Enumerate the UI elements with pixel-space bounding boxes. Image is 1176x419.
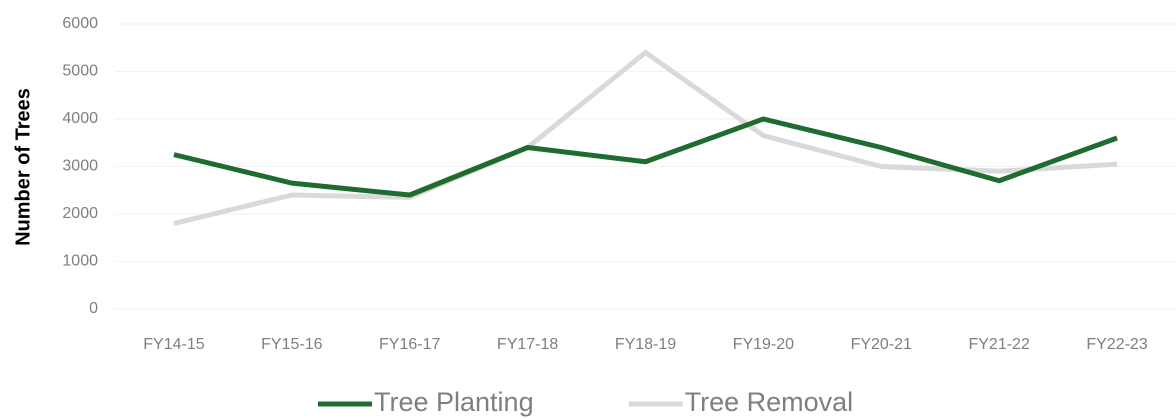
y-tick-label: 1000 (62, 253, 98, 270)
y-tick-label: 0 (89, 300, 98, 317)
series-line (173, 50, 1118, 226)
y-tick-label: 6000 (62, 15, 98, 32)
legend-label: Tree Removal (685, 387, 854, 417)
x-tick-label: FY16-17 (379, 336, 440, 353)
x-tick-label: FY21-22 (968, 336, 1029, 353)
x-tick-label: FY22-23 (1086, 336, 1147, 353)
legend-label: Tree Planting (374, 387, 534, 417)
x-tick-label: FY14-15 (143, 336, 204, 353)
x-tick-label: FY15-16 (261, 336, 322, 353)
y-tick-label: 4000 (62, 110, 98, 127)
y-tick-label: 2000 (62, 205, 98, 222)
y-axis-title: Number of Trees (12, 88, 34, 246)
x-tick-label: FY17-18 (497, 336, 558, 353)
x-tick-label: FY19-20 (733, 336, 794, 353)
y-tick-label: 5000 (62, 63, 98, 80)
x-tick-label: FY20-21 (851, 336, 912, 353)
series-line (173, 116, 1118, 198)
y-tick-label: 3000 (62, 158, 98, 175)
x-tick-label: FY18-19 (615, 336, 676, 353)
